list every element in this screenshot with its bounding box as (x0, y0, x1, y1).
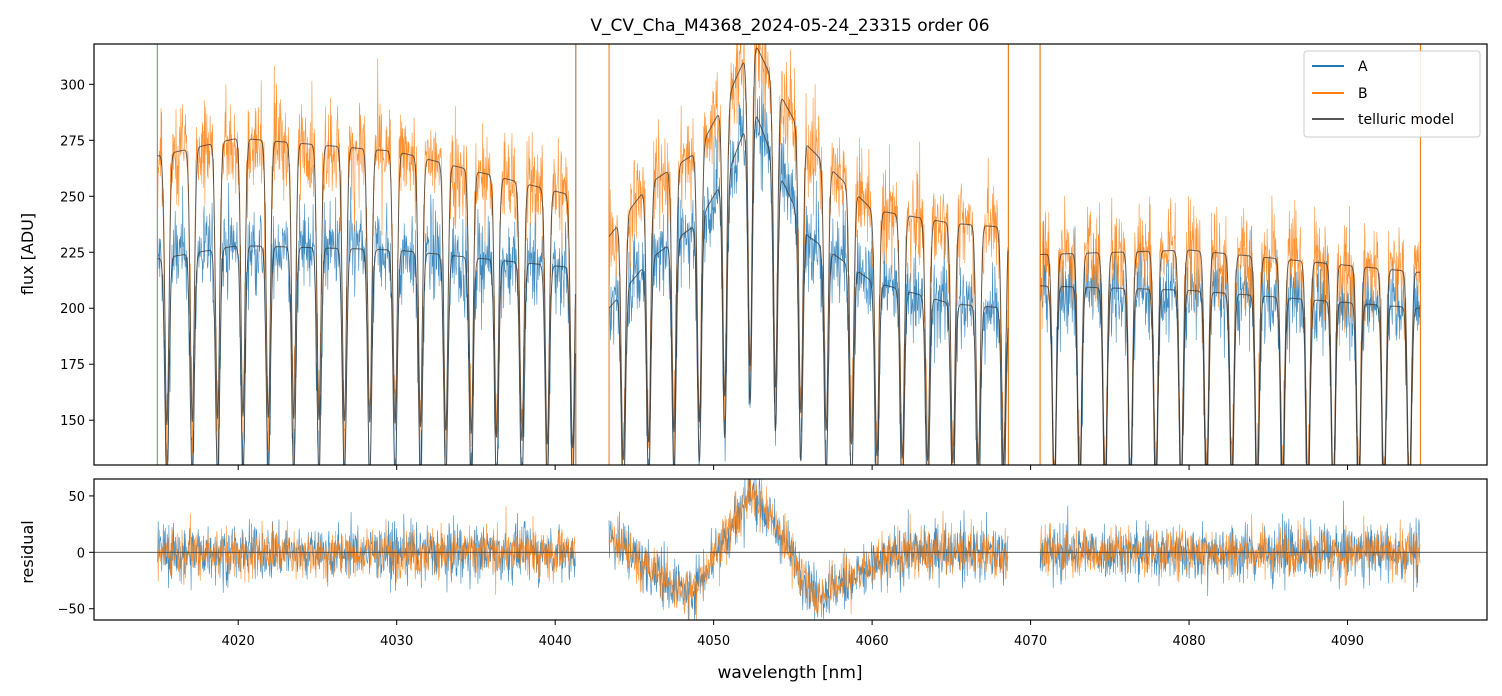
legend-label-a: A (1358, 59, 1368, 75)
wavelength-tick-label: 4070 (1014, 634, 1047, 649)
legend: A B telluric model (1303, 50, 1481, 138)
residual-series-a-segment-2 (608, 479, 1009, 620)
flux-ytick-label: 150 (60, 414, 85, 429)
flux-ytick-label: 300 (60, 78, 85, 93)
wavelength-tick-label: 4060 (856, 634, 889, 649)
residual-axis-label: residual (18, 520, 37, 583)
legend-frame (1303, 50, 1481, 138)
telluric-model-b-segment-3 (1040, 249, 1421, 465)
wavelength-axis-label: wavelength [nm] (717, 663, 862, 683)
residual-ytick-label: −50 (58, 603, 85, 618)
residual-ytick-label: 0 (77, 546, 85, 561)
flux-ytick-label: 250 (60, 190, 85, 205)
wavelength-tick-label: 4050 (697, 634, 730, 649)
wavelength-tick-label: 4090 (1331, 634, 1364, 649)
wavelength-tick-label: 4040 (539, 634, 572, 649)
telluric-model-a-segment-1 (157, 245, 576, 465)
residual-series-b-segment-3 (1039, 514, 1421, 587)
legend-label-telluric: telluric model (1358, 112, 1454, 128)
flux-panel: 150 175 200 225 250 275 300 flux [ADU] (18, 43, 1488, 470)
flux-axis-label: flux [ADU] (18, 213, 37, 295)
residual-series-b-segment-1 (157, 506, 576, 595)
flux-series-b-segment-2 (608, 44, 1009, 465)
flux-ytick-label: 225 (60, 246, 85, 261)
flux-ytick-label: 200 (60, 302, 85, 317)
residual-plot-frame (93, 478, 1488, 621)
wavelength-tick-label: 4080 (1173, 634, 1206, 649)
legend-label-b: B (1358, 86, 1368, 102)
telluric-model-b-segment-1 (157, 138, 576, 448)
telluric-model-b-segment-2 (608, 47, 1009, 465)
residual-series-b-segment-2 (608, 479, 1009, 620)
wavelength-tick-label: 4020 (222, 634, 255, 649)
residual-ytick-label: 50 (68, 490, 85, 505)
flux-ytick-label: 275 (60, 134, 85, 149)
telluric-model-a-segment-2 (608, 116, 1009, 465)
chart-title: V_CV_Cha_M4368_2024-05-24_23315 order 06 (590, 16, 989, 36)
flux-ytick-label: 175 (60, 358, 85, 373)
flux-plot-frame (93, 43, 1488, 466)
wavelength-tick-label: 4030 (380, 634, 413, 649)
